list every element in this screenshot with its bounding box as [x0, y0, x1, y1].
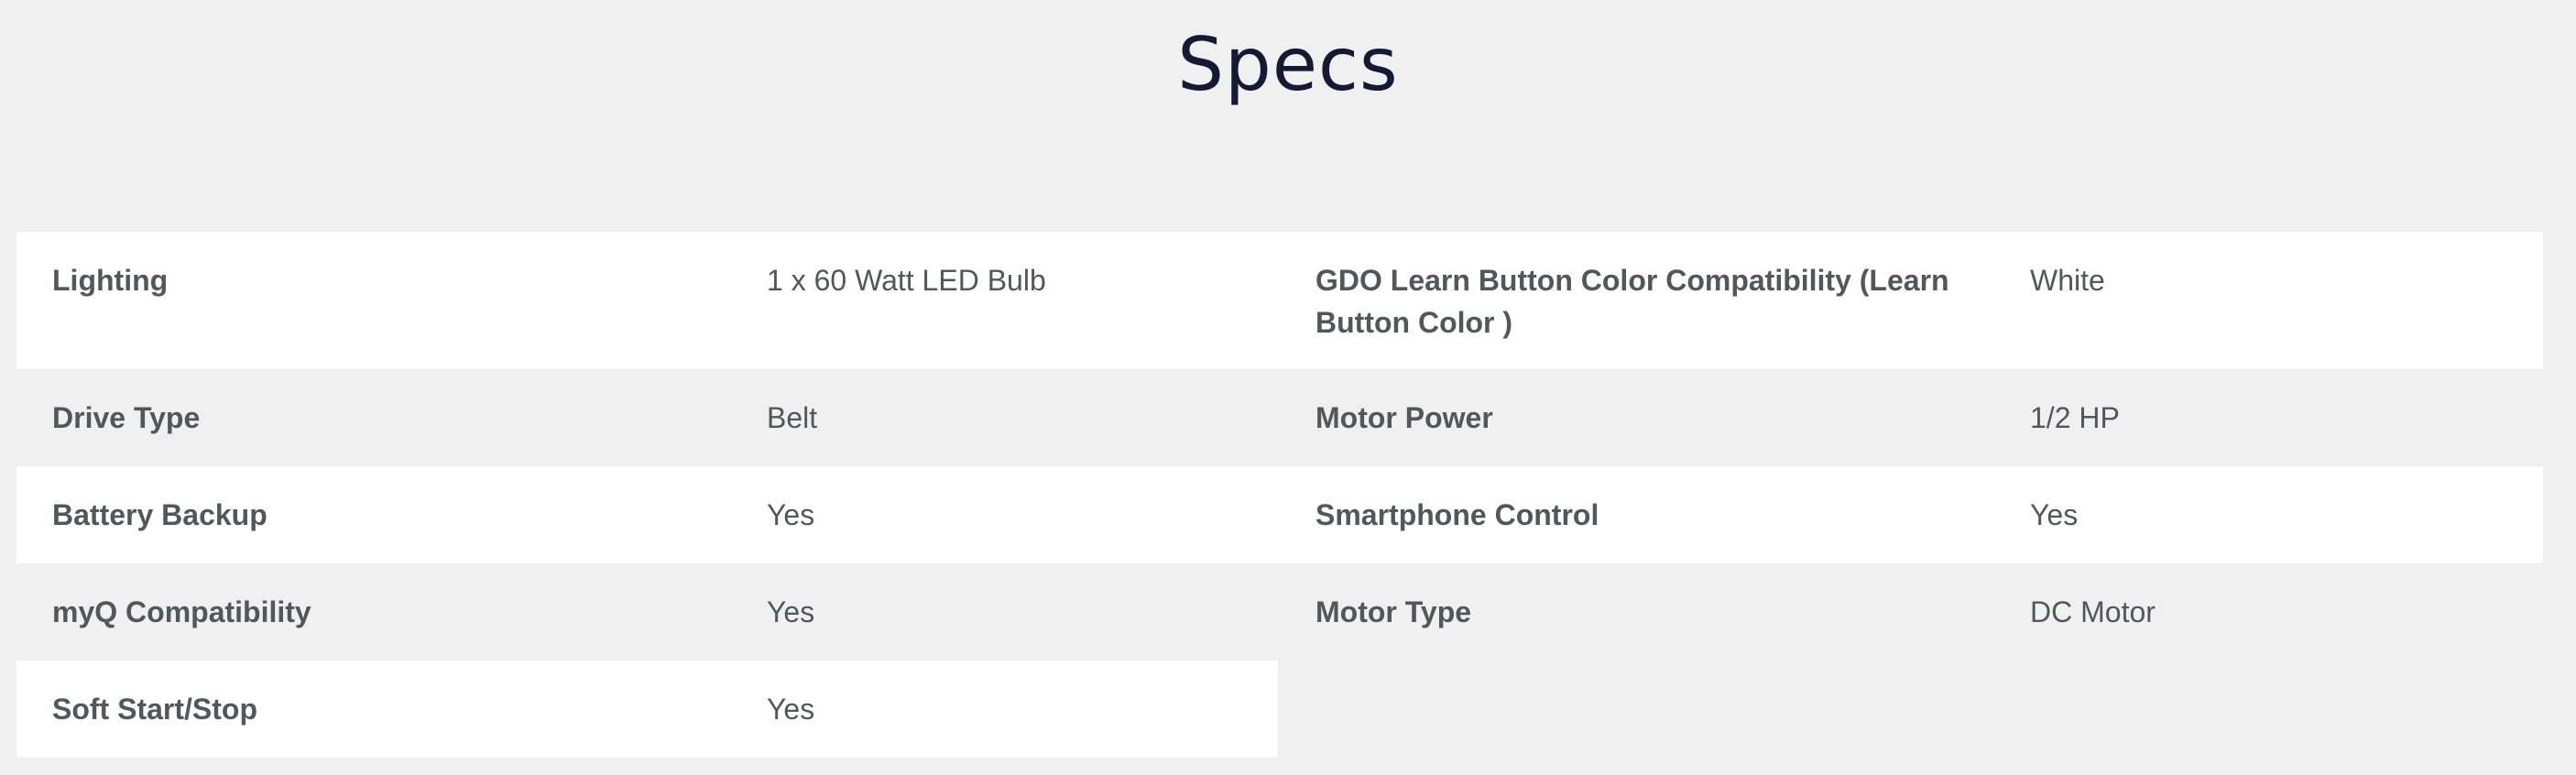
spec-label: Battery Backup — [52, 498, 267, 531]
spec-row: Drive Type Belt Motor Power 1/2 HP — [16, 369, 2543, 466]
spec-label: Drive Type — [52, 401, 201, 434]
spec-label: myQ Compatibility — [52, 595, 311, 628]
spec-value: 1 x 60 Watt LED Bulb — [767, 264, 1046, 297]
spec-row: myQ Compatibility Yes Motor Type DC Moto… — [16, 563, 2543, 660]
page-title: Specs — [1177, 22, 1399, 107]
spec-label: Smartphone Control — [1315, 498, 1599, 531]
spec-value: Yes — [2030, 498, 2079, 531]
spec-label: Soft Start/Stop — [52, 693, 257, 726]
spec-label: Motor Type — [1315, 595, 1472, 628]
spec-value: DC Motor — [2030, 595, 2156, 628]
spec-value: 1/2 HP — [2030, 401, 2120, 434]
spec-value: Yes — [767, 693, 815, 726]
spec-label: GDO Learn Button Color Compatibility (Le… — [1315, 264, 1949, 339]
spec-row: Soft Start/Stop Yes — [16, 660, 1278, 758]
spec-row: Battery Backup Yes Smartphone Control Ye… — [16, 466, 2543, 563]
spec-value: Belt — [767, 401, 818, 434]
spec-label: Lighting — [52, 264, 169, 297]
spec-label: Motor Power — [1315, 401, 1493, 434]
spec-value: White — [2030, 264, 2105, 297]
spec-row: Lighting 1 x 60 Watt LED Bulb GDO Learn … — [16, 232, 2543, 369]
spec-value: Yes — [767, 498, 815, 531]
spec-value: Yes — [767, 595, 815, 628]
